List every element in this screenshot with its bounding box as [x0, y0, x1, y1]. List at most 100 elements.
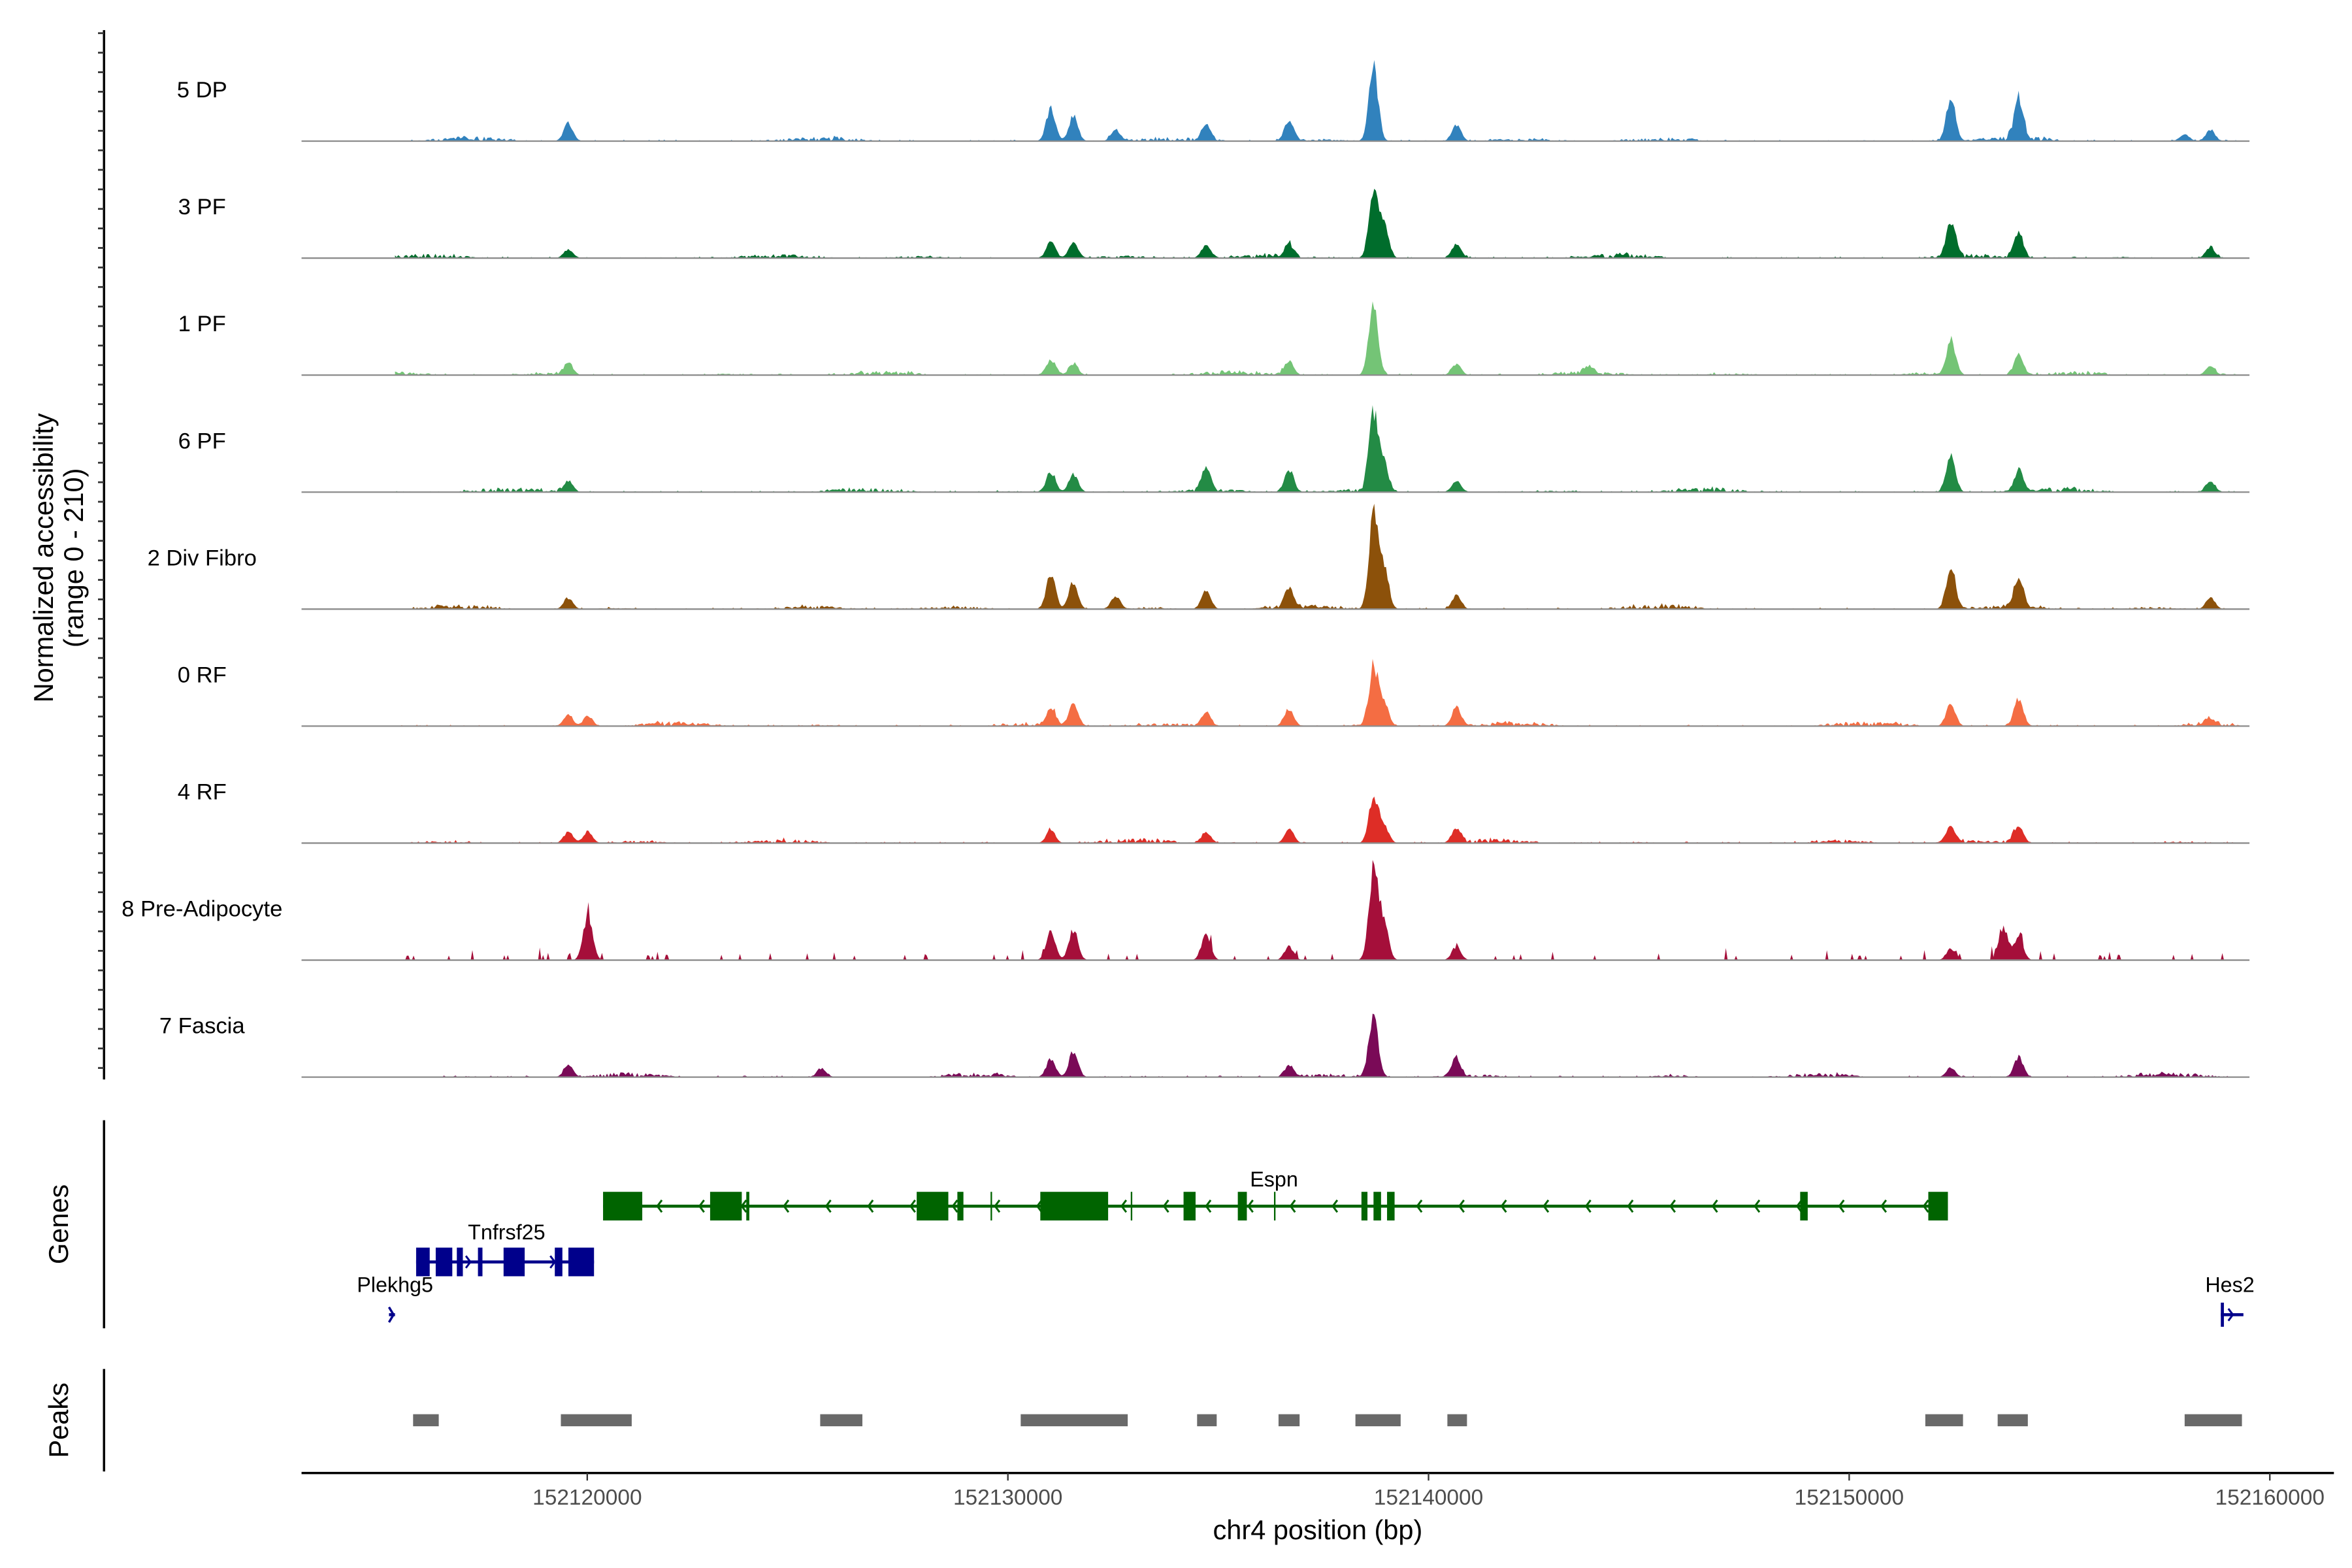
peak-region [2184, 1414, 2242, 1427]
strand-arrow-icon [1584, 1200, 1592, 1213]
exon [1130, 1192, 1133, 1221]
x-tick-label: 152120000 [532, 1486, 642, 1510]
track-5-dp: 5 DP [177, 59, 2250, 142]
peak-region [561, 1414, 632, 1427]
genes-track: Genes Espn Tnfrsf25 Plekhg5 Hes2 [43, 1120, 2255, 1329]
exon [1183, 1192, 1196, 1221]
coverage-area [395, 59, 2241, 141]
exon [568, 1247, 595, 1277]
exon [1387, 1192, 1395, 1221]
track-label: 7 Fascia [159, 1014, 246, 1039]
exon [1800, 1192, 1808, 1221]
coverage-area [395, 1013, 2241, 1077]
strand-arrow-icon [1036, 1200, 1043, 1213]
x-tick-label: 152150000 [1795, 1486, 1904, 1510]
track-label: 3 PF [178, 195, 226, 220]
gene-espn: Espn [603, 1168, 1948, 1221]
exon [1373, 1192, 1381, 1221]
peaks-track-label: Peaks [43, 1382, 74, 1458]
strand-arrow-icon [1289, 1200, 1296, 1213]
strand-arrow-icon [1500, 1200, 1507, 1213]
strand-arrow-icon [2227, 1308, 2234, 1322]
strand-arrow-icon [1458, 1200, 1465, 1213]
exon [457, 1247, 463, 1277]
exon [2221, 1302, 2224, 1327]
peak-region [820, 1414, 862, 1427]
track-2-div-fibro: 2 Div Fibro [148, 504, 2250, 610]
peak-region [1278, 1414, 1300, 1427]
coverage-area [395, 188, 2241, 259]
track-6-pf: 6 PF [178, 405, 2250, 493]
x-tick-label: 152130000 [953, 1486, 1062, 1510]
x-axis-ticks: 152120000 152130000 152140000 152150000 1521… [532, 1473, 2325, 1510]
exon [957, 1192, 964, 1221]
exon [603, 1192, 643, 1221]
strand-arrow-icon [867, 1200, 874, 1213]
peak-region [413, 1414, 439, 1427]
strand-arrow-icon [951, 1200, 958, 1213]
gene-label: Hes2 [2205, 1273, 2254, 1297]
coverage-area [395, 504, 2241, 610]
exon [416, 1247, 430, 1277]
y-axis-ticks [98, 32, 105, 1070]
gene-label: Espn [1250, 1168, 1298, 1191]
strand-arrow-icon [909, 1200, 916, 1213]
strand-arrow-icon [1669, 1200, 1676, 1213]
track-8-pre-adipocyte: 8 Pre-Adipocyte [122, 860, 2250, 961]
gene-label: Tnfrsf25 [468, 1220, 545, 1244]
x-axis-title: chr4 position (bp) [1213, 1514, 1423, 1545]
exon [990, 1192, 992, 1221]
track-0-rf: 0 RF [178, 659, 2250, 727]
strand-arrow-icon [1205, 1200, 1212, 1213]
coverage-area [395, 301, 2241, 376]
coverage-area [395, 860, 2241, 960]
strand-arrow-icon [465, 1255, 472, 1269]
exon [1361, 1192, 1368, 1221]
strand-arrow-icon [656, 1200, 663, 1213]
x-tick-label: 152160000 [2215, 1486, 2325, 1510]
strand-arrow-icon [698, 1200, 705, 1213]
peak-region [1447, 1414, 1467, 1427]
track-3-pf: 3 PF [178, 188, 2250, 259]
track-label: 8 Pre-Adipocyte [122, 897, 282, 922]
gene-plekhg5: Plekhg5 [357, 1273, 433, 1323]
genes-track-label: Genes [43, 1184, 74, 1264]
track-label: 4 RF [178, 780, 227, 805]
strand-arrow-icon [825, 1200, 832, 1213]
exon [1237, 1192, 1247, 1221]
exon [746, 1192, 749, 1221]
coverage-area [395, 659, 2241, 727]
strand-arrow-icon [1247, 1200, 1254, 1213]
gene-label: Plekhg5 [357, 1273, 433, 1297]
peak-region [1197, 1414, 1217, 1427]
x-tick-label: 152140000 [1374, 1486, 1483, 1510]
gene-hes2: Hes2 [2205, 1273, 2255, 1327]
track-4-rf: 4 RF [178, 780, 2250, 844]
peak-region [1925, 1414, 1963, 1427]
coverage-area [395, 796, 2241, 843]
track-label: 0 RF [178, 662, 227, 687]
strand-arrow-icon [1795, 1200, 1803, 1213]
coverage-area [395, 405, 2241, 493]
exon [435, 1247, 453, 1277]
gene-tnfrsf25: Tnfrsf25 [416, 1220, 595, 1277]
peak-region [1997, 1414, 2028, 1427]
track-label: 6 PF [178, 429, 226, 453]
x-axis: 152120000 152130000 152140000 152150000 1521… [301, 1471, 2334, 1545]
strand-arrow-icon [1162, 1200, 1169, 1213]
strand-arrow-icon [1416, 1200, 1423, 1213]
strand-arrow-icon [783, 1200, 790, 1213]
strand-arrow-icon [1838, 1200, 1845, 1213]
peak-regions [413, 1414, 2242, 1427]
strand-arrow-icon [1880, 1200, 1887, 1213]
exon [555, 1247, 563, 1277]
exon [1928, 1192, 1948, 1221]
track-1-pf: 1 PF [178, 301, 2250, 376]
gene-models: Espn Tnfrsf25 Plekhg5 Hes2 [357, 1168, 2255, 1327]
peak-region [1355, 1414, 1401, 1427]
exon [1273, 1192, 1276, 1221]
exon [478, 1247, 483, 1277]
strand-arrow-icon [1120, 1200, 1128, 1213]
strand-arrow-icon [1922, 1200, 1929, 1213]
strand-arrow-icon [1754, 1200, 1761, 1213]
